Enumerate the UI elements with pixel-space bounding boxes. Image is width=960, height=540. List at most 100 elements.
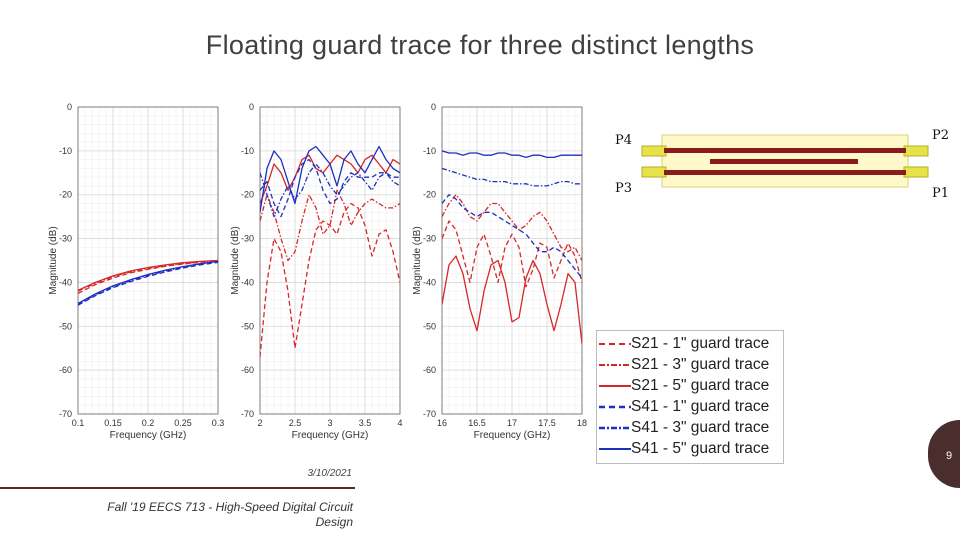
y-tick-label: -20 (423, 190, 436, 200)
series-line (78, 261, 218, 306)
connector-p2 (903, 145, 929, 157)
x-tick-label: 2 (257, 418, 262, 428)
s-parameter-plots: 0.1 0.15 0.2 0.25 0.3 0 -10 -20 -30 -40 -50 -60 -70 F… (48, 102, 587, 441)
legend-item: S21 - 1" guard trace (597, 333, 783, 354)
port-p2-label: P2 (932, 128, 950, 143)
x-tick-label: 0.3 (212, 418, 225, 428)
series-group (442, 150, 582, 344)
y-tick-label: -30 (423, 234, 436, 244)
series-line (260, 202, 400, 358)
x-axis-label: Frequency (GHz) (474, 430, 551, 441)
y-tick-label: -60 (59, 365, 72, 375)
x-tick-label: 16 (437, 418, 447, 428)
legend-item: S21 - 5" guard trace (597, 375, 783, 396)
page-number: 9 (946, 450, 953, 462)
port-p3-label: P3 (615, 181, 633, 196)
y-axis-label: Magnitude (dB) (230, 226, 241, 294)
slide-footer: Fall '19 EECS 713 - High-Speed Digital C… (107, 500, 353, 529)
y-tick-label: -10 (59, 146, 72, 156)
y-tick-label: -40 (241, 277, 254, 287)
series-line (260, 189, 400, 262)
y-tick-label: -60 (241, 365, 254, 375)
legend-swatch (599, 385, 631, 387)
y-tick-label: -40 (423, 277, 436, 287)
legend-label: S41 - 5" guard trace (631, 440, 770, 457)
y-tick-label: 0 (431, 102, 436, 112)
y-tick-label: -50 (241, 321, 254, 331)
x-tick-label: 3.5 (359, 418, 372, 428)
legend-swatch (599, 364, 631, 366)
port-p4-label: P4 (615, 133, 633, 148)
series-line (442, 220, 582, 288)
x-tick-label: 3 (327, 418, 332, 428)
guard-trace (710, 159, 858, 164)
x-axis-label: Frequency (GHz) (292, 430, 369, 441)
trace-top (664, 148, 906, 153)
legend-item: S21 - 3" guard trace (597, 354, 783, 375)
series-line (260, 145, 400, 213)
y-tick-label: -60 (423, 365, 436, 375)
chart-panel: 0.1 0.15 0.2 0.25 0.3 0 -10 -20 -30 -40 -50 -60 -70 F… (48, 102, 224, 441)
y-axis-label: Magnitude (dB) (48, 226, 59, 294)
y-tick-label: -70 (423, 409, 436, 419)
y-tick-label: -30 (59, 234, 72, 244)
y-tick-label: -10 (423, 146, 436, 156)
guard-trace-diagram (641, 134, 929, 188)
legend-item: S41 - 5" guard trace (597, 438, 783, 459)
x-tick-label: 0.15 (104, 418, 122, 428)
port-p1-label: P1 (932, 186, 950, 201)
legend-swatch (599, 405, 631, 409)
series-line (442, 194, 582, 279)
y-tick-label: -50 (59, 321, 72, 331)
series-line (78, 259, 218, 291)
slide-date: 3/10/2021 (307, 468, 353, 479)
y-tick-label: -70 (241, 409, 254, 419)
series-line (442, 255, 582, 344)
series-line (78, 260, 218, 305)
chart-legend: S21 - 1" guard trace S21 - 3" guard trac… (596, 330, 784, 464)
legend-label: S41 - 1" guard trace (631, 398, 770, 415)
legend-label: S21 - 1" guard trace (631, 335, 770, 352)
legend-label: S21 - 5" guard trace (631, 377, 770, 394)
x-axis-label: Frequency (GHz) (110, 430, 187, 441)
y-tick-label: 0 (249, 102, 254, 112)
x-tick-label: 17 (507, 418, 517, 428)
page-number-badge: 9 (928, 420, 960, 488)
y-tick-label: -20 (59, 190, 72, 200)
series-line (78, 259, 218, 294)
x-tick-label: 4 (397, 418, 402, 428)
x-tick-label: 18 (577, 418, 587, 428)
connector-p4 (641, 145, 667, 157)
legend-swatch (599, 448, 631, 450)
x-tick-label: 0.25 (174, 418, 192, 428)
connector-p3 (641, 166, 667, 178)
legend-item: S41 - 1" guard trace (597, 396, 783, 417)
legend-label: S41 - 3" guard trace (631, 419, 770, 436)
y-tick-label: 0 (67, 102, 72, 112)
x-tick-label: 16.5 (468, 418, 486, 428)
connector-p1 (903, 166, 929, 178)
series-line (260, 158, 400, 218)
chart-panel: 2 2.5 3 3.5 4 0 -10 -20 -30 -40 -50 -60 -70 Frequency… (230, 102, 403, 441)
series-line (442, 167, 582, 187)
y-tick-label: -70 (59, 409, 72, 419)
x-tick-label: 0.2 (142, 418, 155, 428)
x-tick-label: 0.1 (72, 418, 85, 428)
chart-panel: 16 16.5 17 17.5 18 0 -10 -20 -30 -40 -50 -60 -70 Freq… (412, 102, 587, 441)
series-group (260, 145, 400, 358)
y-axis-label: Magnitude (dB) (412, 226, 423, 294)
legend-label: S21 - 3" guard trace (631, 356, 770, 373)
series-line (442, 194, 582, 261)
trace-bottom (664, 170, 906, 175)
slide-title: Floating guard trace for three distinct … (205, 30, 755, 60)
series-line (78, 259, 218, 292)
y-tick-label: -30 (241, 234, 254, 244)
legend-swatch (599, 426, 631, 430)
series-group (78, 259, 218, 306)
y-tick-label: -10 (241, 146, 254, 156)
legend-swatch (599, 343, 631, 345)
x-tick-label: 2.5 (289, 418, 302, 428)
series-line (442, 150, 582, 159)
y-tick-label: -50 (423, 321, 436, 331)
y-tick-label: -40 (59, 277, 72, 287)
